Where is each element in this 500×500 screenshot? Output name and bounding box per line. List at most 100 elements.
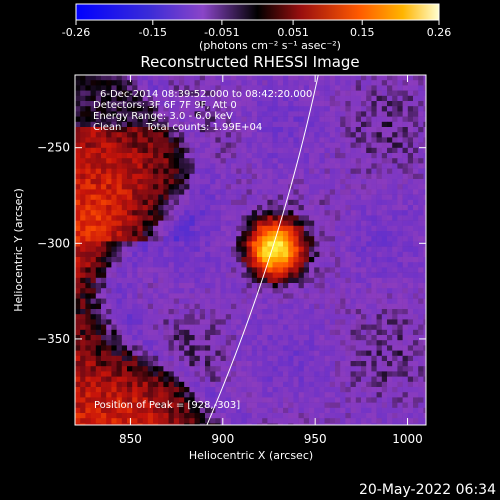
heatmap-cell <box>236 173 242 180</box>
heatmap-cell <box>101 137 107 143</box>
heatmap-cell <box>90 335 97 341</box>
heatmap-cell <box>366 257 372 263</box>
heatmap-cell <box>319 319 325 325</box>
heatmap-cell <box>319 225 325 232</box>
heatmap-cell <box>257 225 263 232</box>
heatmap-cell <box>189 392 195 398</box>
heatmap-cell <box>335 121 341 128</box>
heatmap-cell <box>314 423 320 425</box>
heatmap-cell <box>335 85 341 91</box>
heatmap-cell <box>303 220 310 227</box>
heatmap-cell <box>75 251 81 258</box>
heatmap-cell <box>137 371 143 377</box>
heatmap-cell <box>303 413 310 419</box>
heatmap-cell <box>199 314 206 320</box>
heatmap-cell <box>220 90 227 97</box>
heatmap-cell <box>189 267 195 273</box>
heatmap-cell <box>366 283 372 289</box>
heatmap-cell <box>309 387 315 393</box>
heatmap-cell <box>366 137 372 143</box>
heatmap-cell <box>153 392 159 398</box>
heatmap-cell <box>283 116 289 123</box>
heatmap-cell <box>262 309 268 315</box>
heatmap-cell <box>184 173 190 180</box>
heatmap-cell <box>387 75 393 81</box>
heatmap-cell <box>246 215 253 221</box>
heatmap-cell <box>309 298 315 305</box>
heatmap-cell <box>329 95 336 102</box>
heatmap-cell <box>225 288 232 294</box>
heatmap-cell <box>137 85 143 91</box>
heatmap-cell <box>194 80 201 86</box>
heatmap-cell <box>293 205 299 211</box>
heatmap-cell <box>272 298 279 305</box>
heatmap-cell <box>361 142 367 149</box>
heatmap-cell <box>101 413 107 419</box>
heatmap-cell <box>121 335 128 341</box>
heatmap-cell <box>179 335 185 341</box>
heatmap-cell <box>106 116 112 123</box>
heatmap-cell <box>179 376 185 383</box>
heatmap-cell <box>158 314 164 320</box>
heatmap-cell <box>413 257 419 263</box>
heatmap-cell <box>392 215 398 221</box>
heatmap-cell <box>402 423 409 425</box>
heatmap-cell <box>277 236 284 242</box>
heatmap-cell <box>147 397 154 403</box>
heatmap-cell <box>288 116 294 123</box>
heatmap-cell <box>366 272 372 279</box>
heatmap-cell <box>246 158 253 164</box>
heatmap-cell <box>272 324 279 331</box>
heatmap-cell <box>413 329 419 336</box>
heatmap-cell <box>116 246 123 253</box>
heatmap-cell <box>267 371 273 377</box>
heatmap-cell <box>236 111 242 117</box>
heatmap-cell <box>173 121 180 128</box>
heatmap-cell <box>251 153 258 159</box>
heatmap-cell <box>319 215 325 221</box>
heatmap-cell <box>121 361 128 367</box>
heatmap-cell <box>215 111 221 117</box>
heatmap-cell <box>236 413 242 419</box>
heatmap-cell <box>298 345 305 351</box>
heatmap-cell <box>402 111 409 117</box>
heatmap-cell <box>366 324 372 331</box>
heatmap-cell <box>262 298 268 305</box>
heatmap-cell <box>272 366 279 372</box>
heatmap-cell <box>95 303 102 310</box>
heatmap-cell <box>392 340 398 346</box>
heatmap-cell <box>231 95 237 102</box>
heatmap-cell <box>397 413 403 419</box>
heatmap-cell <box>194 350 201 357</box>
heatmap-cell <box>236 225 242 232</box>
heatmap-cell <box>90 231 97 237</box>
heatmap-cell <box>298 387 305 393</box>
heatmap-cell <box>423 246 426 253</box>
heatmap-cell <box>184 236 190 242</box>
heatmap-cell <box>199 319 206 325</box>
heatmap-cell <box>381 355 388 362</box>
heatmap-cell <box>371 303 377 310</box>
heatmap-cell <box>324 309 331 315</box>
heatmap-cell <box>387 413 393 419</box>
heatmap-cell <box>392 355 398 362</box>
heatmap-cell <box>106 371 112 377</box>
heatmap-cell <box>231 272 237 279</box>
heatmap-cell <box>298 251 305 258</box>
heatmap-cell <box>173 309 180 315</box>
heatmap-cell <box>215 132 221 138</box>
heatmap-cell <box>413 283 419 289</box>
heatmap-cell <box>314 366 320 372</box>
heatmap-cell <box>350 381 357 388</box>
heatmap-cell <box>168 267 175 273</box>
heatmap-cell <box>413 303 419 310</box>
heatmap-cell <box>137 350 143 357</box>
heatmap-cell <box>361 387 367 393</box>
heatmap-cell <box>220 251 227 258</box>
heatmap-cell <box>329 324 336 331</box>
heatmap-cell <box>80 158 86 164</box>
heatmap-cell <box>90 215 97 221</box>
heatmap-cell <box>340 371 346 377</box>
heatmap-cell <box>371 173 377 180</box>
heatmap-cell <box>168 194 175 201</box>
